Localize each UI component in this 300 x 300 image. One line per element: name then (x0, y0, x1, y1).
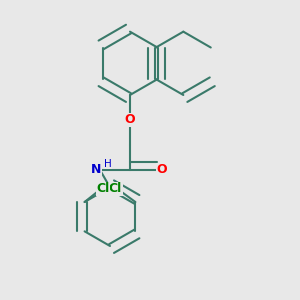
Text: O: O (125, 113, 135, 127)
Text: O: O (156, 164, 167, 176)
Text: Cl: Cl (96, 182, 110, 195)
Text: Cl: Cl (109, 182, 122, 195)
Text: N: N (91, 164, 102, 176)
Text: H: H (104, 159, 112, 169)
